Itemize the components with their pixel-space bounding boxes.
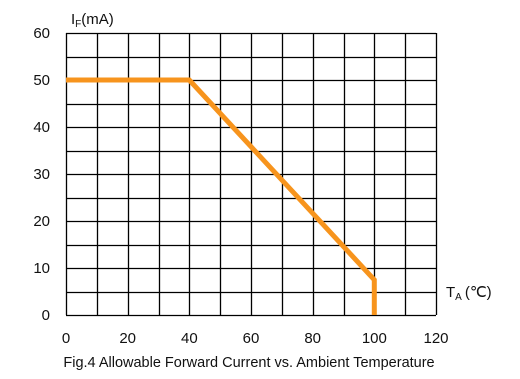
y-tick-label: 40: [33, 119, 50, 136]
y-axis-label-sub: F: [75, 19, 81, 30]
x-tick-label: 80: [304, 330, 321, 347]
series-group: [66, 77, 377, 315]
y-tick-labels: 0 10 20 30 40 50 60: [33, 25, 50, 324]
y-tick-label: 20: [33, 213, 50, 230]
y-tick-label: 50: [33, 72, 50, 89]
figure-caption: Fig.4 Allowable Forward Current vs. Ambi…: [63, 355, 434, 371]
y-tick-label: 10: [33, 260, 50, 277]
y-tick-label: 0: [42, 307, 50, 324]
y-axis-label: IF(mA): [71, 11, 114, 30]
x-axis-label: TA (℃): [446, 284, 492, 303]
y-tick-label: 30: [33, 166, 50, 183]
x-tick-label: 120: [423, 330, 448, 347]
x-axis-label-main: T: [446, 284, 455, 301]
series-line-0: [66, 77, 377, 315]
x-tick-labels: 0 20 40 60 80 100 120: [62, 330, 449, 347]
x-tick-label: 60: [243, 330, 260, 347]
x-axis-label-sub: A: [455, 292, 462, 303]
x-axis-label-unit: (℃): [465, 284, 492, 301]
x-tick-label: 0: [62, 330, 70, 347]
x-tick-label: 100: [362, 330, 387, 347]
x-tick-label: 40: [181, 330, 198, 347]
y-axis-label-unit: (mA): [81, 11, 114, 28]
y-axis-label-main: I: [71, 11, 75, 28]
x-tick-label: 20: [119, 330, 136, 347]
y-tick-label: 60: [33, 25, 50, 42]
